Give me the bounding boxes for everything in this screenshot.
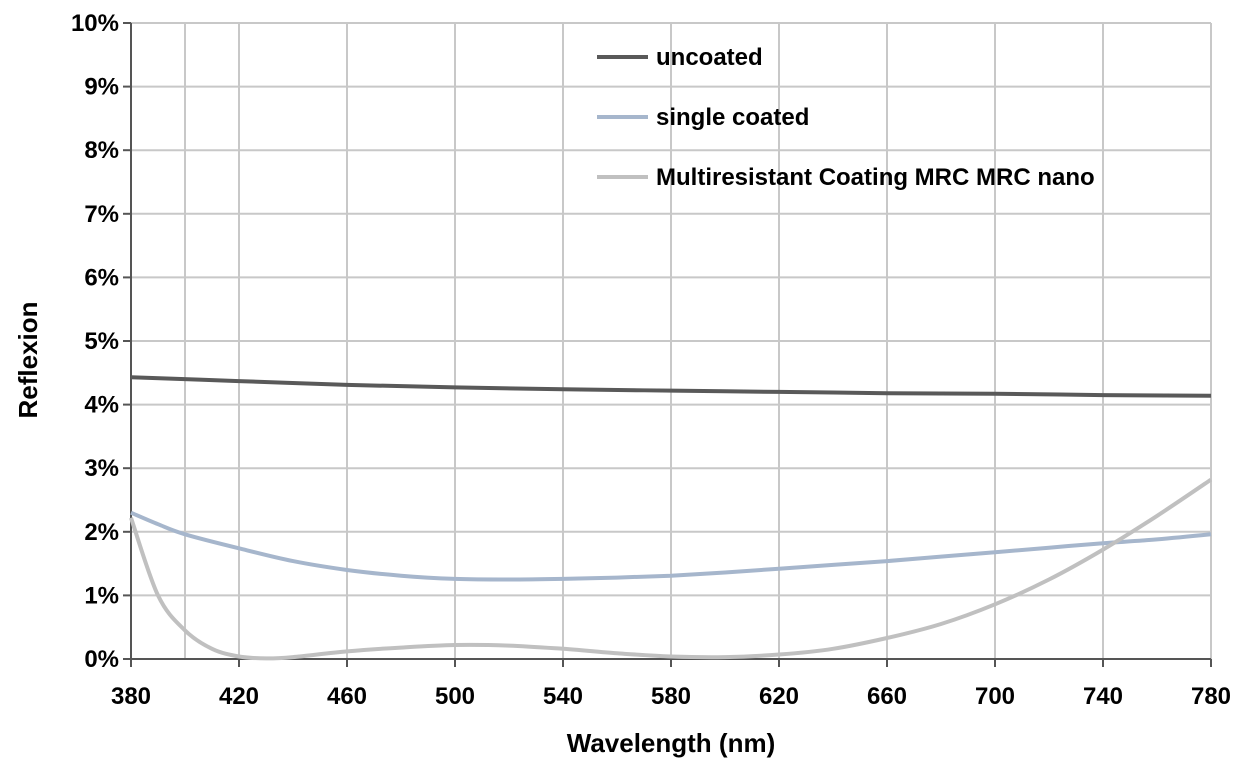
x-axis-title: Wavelength (nm)	[567, 728, 775, 758]
axes	[123, 22, 1212, 667]
y-tick-label: 3%	[84, 455, 119, 482]
tick-labels: 0% 1% 2% 3% 4% 5% 6% 7% 8% 9% 10% 380 420 460 500 540 58…	[71, 10, 1231, 710]
legend-label: single coated	[656, 104, 809, 131]
y-tick-label: 5%	[84, 328, 119, 355]
y-tick-label: 1%	[84, 582, 119, 609]
x-tick-label: 580	[651, 683, 691, 710]
y-tick-label: 8%	[84, 137, 119, 164]
series-lines	[129, 375, 1213, 661]
x-tick-label: 660	[867, 683, 907, 710]
x-tick-label: 540	[543, 683, 583, 710]
x-tick-label: 620	[759, 683, 799, 710]
series-line-0	[130, 375, 1212, 398]
y-axis-title: Reflexion	[13, 301, 43, 418]
x-tick-label: 780	[1191, 683, 1231, 710]
y-tick-label: 7%	[84, 201, 119, 228]
y-tick-label: 6%	[84, 264, 119, 291]
legend: uncoated single coated Multiresistant Coat…	[597, 44, 1095, 191]
x-tick-label: 700	[975, 683, 1015, 710]
y-tick-label: 4%	[84, 392, 119, 419]
series-line-2	[129, 477, 1213, 661]
x-tick-label: 460	[327, 683, 367, 710]
legend-label: Multiresistant Coating MRC MRC nano	[656, 164, 1095, 191]
legend-label: uncoated	[656, 44, 763, 71]
y-tick-label: 9%	[84, 74, 119, 101]
x-tick-label: 740	[1083, 683, 1123, 710]
x-tick-label: 420	[219, 683, 259, 710]
gridlines	[131, 22, 1212, 659]
series-line-1	[130, 510, 1212, 582]
y-tick-label: 2%	[84, 519, 119, 546]
y-tick-label: 0%	[84, 646, 119, 673]
y-tick-label: 10%	[71, 10, 119, 37]
x-tick-label: 500	[435, 683, 475, 710]
x-tick-label: 380	[111, 683, 151, 710]
